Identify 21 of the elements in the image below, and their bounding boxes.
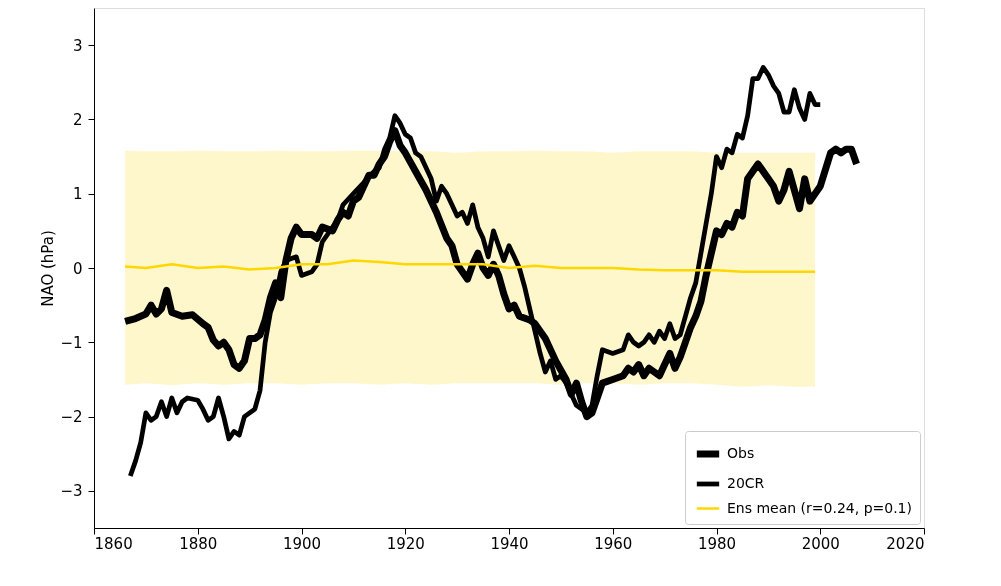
y-tick-label: 2 bbox=[72, 110, 83, 129]
x-tick-label: 1920 bbox=[386, 534, 425, 553]
line-series bbox=[123, 259, 817, 273]
y-tick-label: 0 bbox=[72, 259, 83, 278]
x-tick-label: 2020 bbox=[886, 534, 925, 553]
x-tick-label: 1880 bbox=[179, 534, 218, 553]
legend-label: Obs bbox=[727, 445, 755, 461]
x-tick-label: 1980 bbox=[697, 534, 737, 553]
y-tick-label: 3 bbox=[72, 36, 83, 55]
x-tick-label: 1860 bbox=[94, 534, 133, 553]
x-tick-label: 2000 bbox=[801, 534, 840, 553]
y-tick-label: −1 bbox=[60, 333, 83, 352]
x-tick-label: 1960 bbox=[594, 534, 633, 553]
legend-label: Ens mean (r=0.24, p=0.1) bbox=[727, 499, 912, 516]
y-tick-label: −3 bbox=[60, 482, 83, 501]
legend-label: 20CR bbox=[727, 475, 765, 491]
x-tick-label: 1940 bbox=[490, 534, 529, 553]
y-axis-title: NAO (hPa) bbox=[39, 230, 58, 307]
y-tick-label: 1 bbox=[72, 185, 83, 204]
y-tick-label: −2 bbox=[60, 408, 83, 427]
x-tick-label: 1900 bbox=[282, 534, 322, 553]
